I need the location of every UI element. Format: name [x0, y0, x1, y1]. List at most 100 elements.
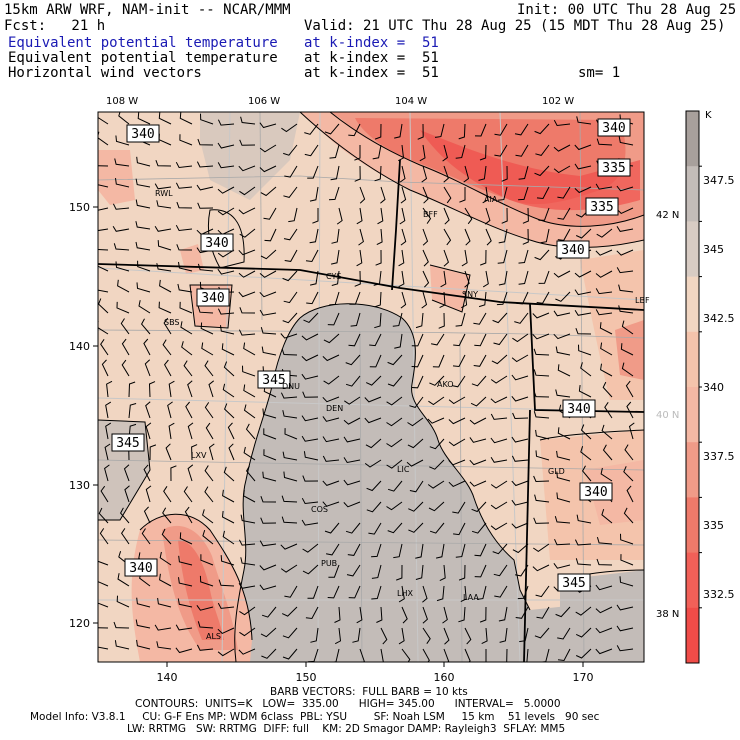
wind-barb [167, 401, 173, 419]
wind-barb [538, 207, 550, 221]
wind-barb [533, 543, 550, 553]
wind-barb [499, 627, 508, 643]
wind-barb [515, 144, 529, 157]
wind-barb [343, 457, 361, 464]
wind-barb [400, 186, 407, 204]
wind-barb [481, 627, 488, 645]
wind-barb [334, 627, 342, 645]
wind-barb [490, 413, 508, 420]
wind-barb [98, 627, 109, 629]
wind-barb [618, 305, 634, 314]
city-label: COS [311, 505, 328, 514]
wind-barb [144, 359, 151, 377]
wind-barb [422, 606, 428, 624]
wind-barb [354, 270, 361, 287]
wind-barb [104, 464, 110, 482]
wind-barb [217, 186, 235, 194]
model-info: Model Info: V3.8.1 CU: G-F Ens MP: WDM 6… [30, 711, 600, 723]
wind-barb [448, 480, 466, 487]
wind-barb [187, 380, 193, 398]
colorbar-swatch [686, 166, 699, 222]
wind-barb [415, 543, 424, 559]
wind-barb [601, 424, 613, 440]
wind-barb [399, 165, 406, 183]
wind-barb [511, 395, 529, 402]
wind-barb [175, 624, 193, 631]
wind-barb [474, 333, 487, 347]
wind-barb [600, 467, 613, 482]
wind-barb [301, 333, 319, 341]
wind-barb [170, 465, 177, 482]
wind-barb [422, 207, 432, 224]
wind-barb [427, 480, 445, 489]
wind-barb [616, 249, 634, 256]
wind-barb [217, 648, 235, 657]
wind-barb [448, 396, 466, 405]
wind-barb [365, 438, 382, 449]
wind-barb [371, 564, 382, 579]
wind-barb [595, 648, 613, 655]
wind-barb [518, 165, 529, 180]
wind-barb [137, 260, 151, 272]
wind-barb [336, 207, 343, 225]
wind-barb [512, 412, 529, 420]
wind-barb [452, 501, 466, 514]
wind-barb [464, 207, 473, 225]
wind-barb [140, 318, 151, 335]
wind-barb [398, 270, 405, 288]
wind-barb [322, 455, 340, 462]
wind-barb [197, 263, 214, 272]
wind-barb [303, 312, 319, 323]
wind-barb [595, 183, 613, 190]
wind-barb [217, 308, 235, 315]
city-label: PUB [321, 559, 337, 568]
wind-barb [158, 112, 172, 125]
city-label: ALS [206, 632, 221, 641]
wind-barb [399, 207, 406, 225]
wind-barb [359, 186, 366, 204]
wind-barb [438, 312, 445, 329]
wind-barb [196, 184, 214, 191]
wind-barb [516, 291, 529, 305]
wind-barb [556, 492, 571, 503]
wind-barb [243, 489, 256, 503]
wind-barb [159, 279, 172, 293]
wind-barb [411, 354, 424, 368]
wind-barb [581, 465, 592, 482]
wind-barb [260, 327, 277, 335]
wind-barb [154, 225, 172, 232]
wind-barb [136, 597, 151, 608]
wind-barb [387, 375, 403, 387]
wind-barb [301, 354, 319, 362]
wind-barb [595, 606, 613, 614]
wind-barb [264, 228, 277, 242]
wind-barb [343, 479, 361, 486]
wind-barb [371, 585, 382, 600]
svg-text:335: 335 [602, 161, 625, 176]
wind-barb [327, 585, 340, 599]
wind-barb [601, 508, 613, 524]
wind-barb [555, 389, 571, 398]
wind-barb [185, 401, 193, 419]
lat-label: 42 N [656, 210, 679, 221]
wind-barb [343, 501, 361, 508]
wind-barb [121, 338, 130, 356]
wind-barb [464, 627, 472, 645]
wind-barb [580, 446, 592, 461]
wind-barb [162, 339, 172, 356]
wind-barb [574, 289, 592, 296]
wind-barb [443, 186, 452, 204]
colorbar-label: 335 [703, 519, 724, 532]
svg-text:340: 340 [567, 402, 590, 417]
wind-barb [490, 522, 508, 531]
wind-barb [512, 333, 529, 343]
wind-barb [626, 485, 634, 503]
wind-barb [179, 301, 193, 314]
wind-barb [473, 354, 487, 367]
wind-barb [135, 221, 151, 230]
city-label: LIC [397, 465, 410, 474]
wind-barb [322, 416, 340, 422]
wind-barb [260, 627, 277, 638]
wind-barb [260, 517, 277, 524]
wind-barb [512, 543, 529, 554]
